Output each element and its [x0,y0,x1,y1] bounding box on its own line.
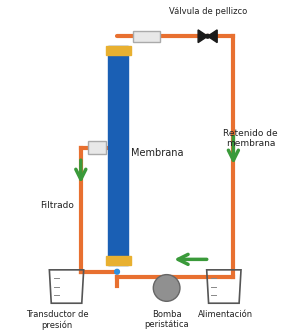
Circle shape [206,34,210,38]
Text: Alimentación: Alimentación [198,310,253,319]
Circle shape [115,269,119,274]
Polygon shape [198,30,208,43]
Bar [106,256,131,265]
Bar [106,46,131,55]
Text: Válvula de pellizco: Válvula de pellizco [168,7,247,16]
Bar [88,141,106,155]
Bar [133,30,160,42]
Circle shape [153,275,180,301]
Polygon shape [208,30,217,43]
Text: Filtrado: Filtrado [40,201,74,210]
Text: Retenido de
membrana: Retenido de membrana [223,128,278,148]
Bar [108,46,129,265]
Text: Transductor de
presión: Transductor de presión [26,310,88,330]
Text: Membrana: Membrana [131,148,184,158]
Text: Bomba
peristática: Bomba peristática [144,310,189,329]
